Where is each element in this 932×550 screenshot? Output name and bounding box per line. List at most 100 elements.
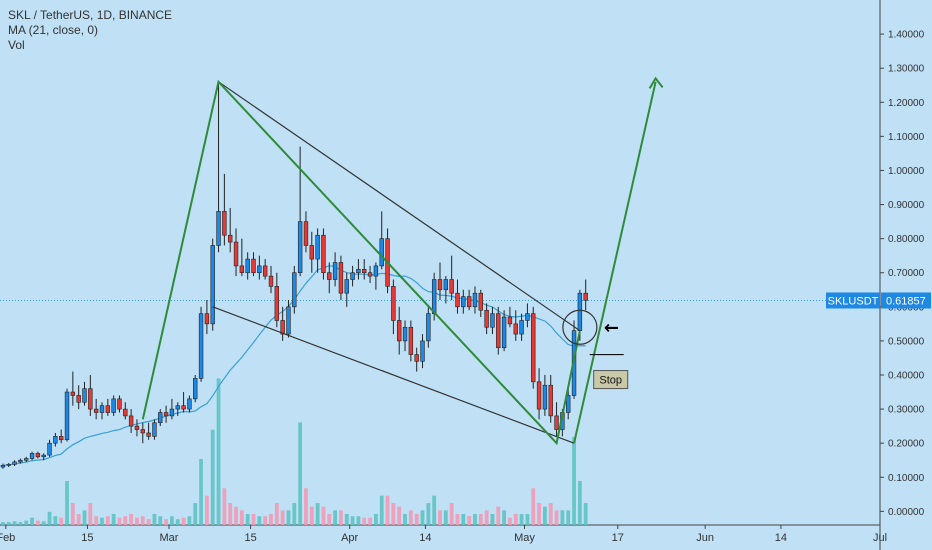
volume-bar bbox=[350, 516, 355, 525]
candle-body bbox=[496, 313, 501, 349]
volume-bar bbox=[443, 510, 448, 525]
volume-bar bbox=[146, 519, 151, 525]
volume-bar bbox=[577, 481, 582, 525]
candle-body bbox=[420, 340, 425, 362]
wedge-upper-line bbox=[218, 81, 581, 332]
x-tick-label: 15 bbox=[244, 532, 256, 544]
candle-body bbox=[402, 326, 408, 342]
volume-bar bbox=[508, 517, 512, 525]
volume-bar bbox=[135, 517, 139, 525]
candle-body bbox=[548, 384, 553, 417]
volume-bar bbox=[193, 503, 198, 525]
candle-body bbox=[554, 415, 559, 430]
volume-bar bbox=[82, 510, 87, 525]
volume-bar bbox=[403, 514, 407, 525]
volume-bar bbox=[88, 503, 93, 525]
volume-bar bbox=[548, 503, 553, 525]
projection-arrowhead bbox=[648, 76, 664, 89]
volume-bar bbox=[41, 521, 46, 525]
candle-body bbox=[350, 272, 355, 280]
volume-bar bbox=[111, 514, 116, 525]
candle-body bbox=[152, 422, 157, 437]
candle-body bbox=[210, 245, 215, 325]
volume-bar bbox=[496, 506, 501, 525]
y-tick-label: 0.50000 bbox=[888, 336, 925, 347]
stop-label-box bbox=[593, 370, 629, 390]
candle-body bbox=[297, 221, 303, 274]
x-tick-label: Jul bbox=[873, 532, 887, 544]
x-tick-label: 14 bbox=[775, 532, 787, 544]
candle-body bbox=[461, 296, 466, 308]
candle-body bbox=[356, 269, 361, 274]
volume-bar bbox=[94, 516, 99, 525]
ma-indicator-label[interactable]: MA (21, close, 0) bbox=[8, 23, 99, 37]
x-tick-label: 17 bbox=[612, 532, 624, 544]
candle-body bbox=[245, 258, 250, 274]
volume-indicator-label[interactable]: Vol bbox=[8, 38, 25, 52]
candle-body bbox=[513, 323, 518, 335]
candle-body bbox=[193, 378, 198, 400]
candle-body bbox=[187, 398, 192, 410]
symbol-tag bbox=[826, 292, 880, 309]
candle-body bbox=[228, 234, 233, 243]
candle-body bbox=[315, 234, 320, 260]
candle-body bbox=[111, 398, 116, 413]
candle-body bbox=[531, 313, 536, 383]
volume-bar bbox=[18, 522, 23, 525]
volume-bar bbox=[537, 503, 541, 525]
volume-bar bbox=[30, 517, 34, 525]
candle-body bbox=[327, 272, 332, 280]
volume-bar bbox=[333, 510, 337, 525]
volume-bar bbox=[513, 514, 518, 525]
volume-bar bbox=[239, 510, 244, 525]
volume-bar bbox=[473, 514, 477, 525]
y-tick-label: 0.00000 bbox=[888, 507, 925, 518]
volume-bar bbox=[117, 517, 122, 525]
candle-body bbox=[222, 211, 227, 236]
volume-bar bbox=[228, 503, 233, 525]
volume-bar bbox=[432, 495, 437, 525]
candle-body bbox=[70, 391, 76, 396]
volume-bar bbox=[292, 503, 297, 525]
candle-body bbox=[58, 436, 64, 441]
candle-body bbox=[367, 272, 373, 277]
x-tick-label: Jun bbox=[696, 532, 714, 544]
symbol-tag-label: SKLUSDT bbox=[828, 295, 879, 307]
volume-bar bbox=[140, 516, 145, 525]
y-tick-label: 1.30000 bbox=[888, 64, 925, 75]
candle-body bbox=[181, 405, 186, 410]
volume-bar bbox=[583, 503, 588, 525]
volume-bar bbox=[245, 514, 250, 525]
volume-bar bbox=[234, 506, 238, 525]
wedge-lower-line bbox=[212, 306, 575, 444]
candle-body bbox=[123, 408, 128, 417]
volume-bar bbox=[181, 517, 186, 525]
candle-body bbox=[64, 391, 70, 441]
candle-body bbox=[18, 459, 23, 463]
candle-body bbox=[128, 415, 134, 427]
last-price-tag bbox=[881, 292, 931, 309]
volume-bar bbox=[65, 481, 69, 525]
volume-bar bbox=[339, 510, 343, 525]
y-tick-label: 1.20000 bbox=[888, 98, 925, 109]
volume-bar bbox=[1, 522, 5, 525]
candle-body bbox=[478, 292, 483, 311]
volume-bar bbox=[257, 516, 262, 525]
volume-bar bbox=[420, 510, 425, 525]
volume-bar bbox=[105, 516, 110, 525]
candle-body bbox=[577, 292, 583, 331]
x-tick-label: 15 bbox=[81, 532, 93, 544]
candle-body bbox=[426, 313, 431, 342]
volume-bar bbox=[70, 503, 75, 525]
candle-body bbox=[12, 461, 17, 465]
candle-body bbox=[362, 269, 367, 274]
volume-bar bbox=[309, 506, 314, 525]
volume-bar bbox=[461, 514, 466, 525]
y-tick-label: 0.80000 bbox=[888, 234, 925, 245]
candle-body bbox=[466, 296, 472, 308]
volume-bar bbox=[100, 517, 104, 525]
candle-body bbox=[251, 258, 256, 274]
candle-body bbox=[472, 292, 478, 308]
candle-body bbox=[566, 395, 571, 413]
